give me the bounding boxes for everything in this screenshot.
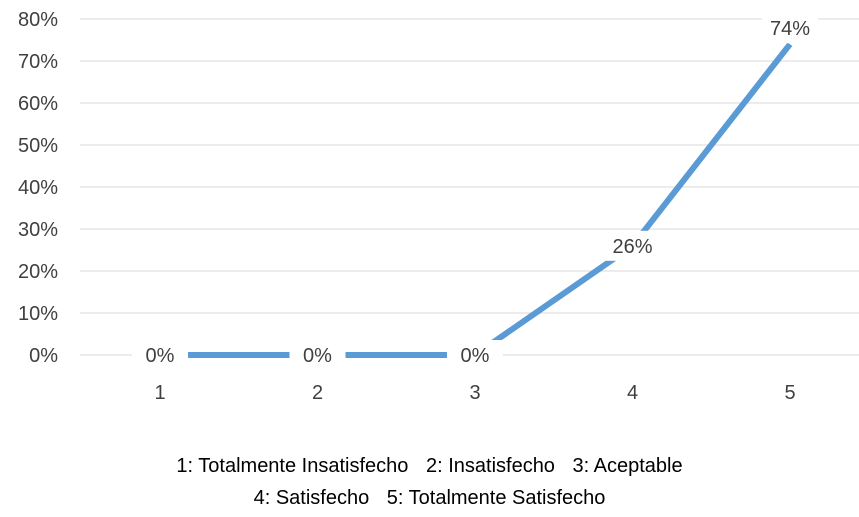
y-tick-label: 10% (18, 303, 58, 325)
category-key-item: 2: Insatisfecho (425, 455, 555, 477)
category-key-item: 3: Aceptable (572, 455, 683, 477)
data-label-bg (762, 13, 818, 44)
y-tick-label: 40% (18, 177, 58, 199)
x-tick-label: 3 (469, 382, 480, 404)
x-tick-label: 2 (312, 382, 323, 404)
data-label: 0% (303, 345, 332, 367)
data-label: 0% (146, 345, 175, 367)
data-label-bg (132, 340, 188, 370)
data-label-bg (289, 340, 346, 370)
x-tick-label: 1 (154, 382, 165, 404)
x-tick-label: 4 (627, 382, 638, 404)
category-key-item: 5: Totalmente Satisfecho (386, 487, 606, 509)
data-label: 0% (461, 345, 490, 367)
category-key-item: 4: Satisfecho (253, 487, 370, 509)
chart-plot: 0%10%20%30%40%50%60%70%80%1 2 3 4 50% 0% 0%26%… (18, 9, 859, 404)
y-tick-label: 80% (18, 9, 58, 31)
series-line (160, 42, 793, 358)
category-key-line-1: 1: Totalmente Insatisfecho 2: Insatisfec… (0, 455, 859, 478)
y-tick-label: 70% (18, 51, 58, 73)
x-tick-label: 5 (784, 382, 795, 404)
category-key-line-2: 4: Satisfecho 5: Totalmente Satisfecho (0, 487, 859, 510)
data-label-bg (604, 230, 661, 261)
y-tick-label: 60% (18, 93, 58, 115)
y-tick-label: 50% (18, 135, 58, 157)
data-label: 74% (770, 18, 810, 40)
category-key-item: 1: Totalmente Insatisfecho (176, 455, 409, 477)
data-label-bg (447, 340, 503, 370)
data-label: 26% (612, 236, 652, 258)
y-tick-label: 30% (18, 219, 58, 241)
y-tick-label: 20% (18, 261, 58, 283)
y-tick-label: 0% (29, 345, 58, 367)
